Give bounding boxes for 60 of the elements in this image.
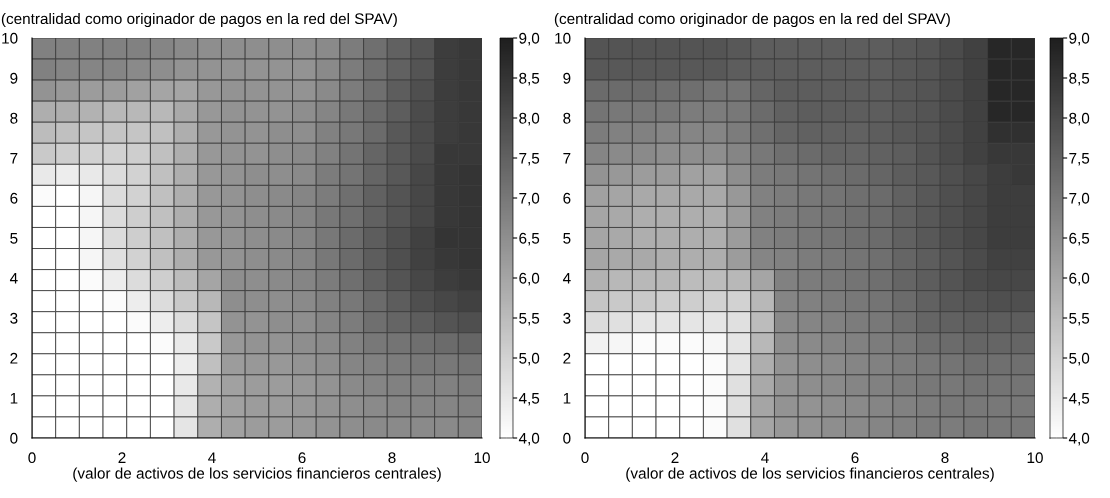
color-bar-label: 7,5 [1069, 153, 1090, 166]
color-bar-label: 6,5 [1069, 232, 1090, 246]
color-bar-label: 9,0 [1069, 32, 1090, 46]
y-tick-label: 8 [563, 112, 571, 124]
color-bar-label: 8,5 [1069, 72, 1090, 86]
x-tick-label: 10 [1027, 452, 1043, 464]
y-tick-label: 4 [562, 273, 571, 284]
y-tick-label: 2 [563, 352, 571, 364]
y-tick-label: 3 [10, 312, 18, 324]
x-axis-title: (valor de activos de los servicios financieros centrales) [626, 467, 994, 482]
color-bar-label: 7,5 [519, 153, 540, 166]
color-bar-label: 4,5 [518, 393, 540, 406]
y-tick-label: 4 [9, 273, 18, 284]
x-tick-label: 6 [298, 452, 306, 464]
y-tick-label: 7 [10, 153, 18, 164]
y-tick-label: 6 [563, 192, 571, 204]
color-bar-label: 7,0 [1069, 192, 1090, 206]
color-bar-label: 8,5 [519, 72, 540, 86]
y-tick-label: 0 [10, 432, 18, 444]
y-tick-label: 1 [563, 393, 571, 404]
x-tick-label: 10 [474, 452, 490, 464]
color-bar-label: 5,0 [1069, 352, 1090, 366]
x-tick-label: 0 [28, 452, 36, 464]
y-tick-label: 10 [555, 32, 571, 44]
color-bar-label: 5,0 [519, 352, 540, 366]
y-tick-label: 10 [2, 32, 18, 44]
y-tick-label: 8 [10, 112, 18, 124]
x-tick-label: 2 [671, 452, 679, 463]
y-tick-label: 5 [563, 233, 571, 244]
color-bar-label: 8,0 [519, 112, 540, 126]
x-tick-label: 8 [941, 452, 949, 464]
x-tick-label: 8 [388, 452, 396, 464]
x-tick-label: 4 [761, 452, 769, 463]
color-bar-label: 4,0 [1068, 432, 1090, 446]
y-tick-label: 1 [10, 393, 18, 404]
x-tick-label: 2 [118, 452, 126, 463]
y-tick-label: 9 [563, 72, 571, 84]
color-bar-label: 4,0 [518, 432, 540, 446]
x-axis-title: (valor de activos de los servicios financieros centrales) [73, 467, 441, 482]
y-axis-title: (centralidad como originador de pagos en la red del SPAV) [554, 12, 950, 28]
color-bar-label: 5,5 [519, 313, 540, 326]
color-bar-label: 6,0 [519, 272, 540, 286]
color-bar-label: 4,5 [1068, 393, 1090, 406]
color-bar-label: 9,0 [519, 32, 540, 46]
y-tick-label: 2 [10, 352, 18, 364]
x-tick-label: 4 [208, 452, 216, 463]
y-tick-label: 0 [563, 432, 571, 444]
color-bar-label: 6,0 [1069, 272, 1090, 286]
color-bar-label: 5,5 [1069, 313, 1090, 326]
color-bar-label: 6,5 [519, 232, 540, 246]
color-bar-label: 7,0 [519, 192, 540, 206]
y-tick-label: 5 [10, 233, 18, 244]
y-tick-label: 6 [10, 192, 18, 204]
y-tick-label: 7 [563, 153, 571, 164]
x-tick-label: 0 [581, 452, 589, 464]
y-tick-label: 3 [563, 312, 571, 324]
y-tick-label: 9 [10, 72, 18, 84]
x-tick-label: 6 [851, 452, 859, 464]
y-axis-title: (centralidad como originador de pagos en la red del SPAV) [1, 12, 397, 28]
color-bar-label: 8,0 [1069, 112, 1090, 126]
